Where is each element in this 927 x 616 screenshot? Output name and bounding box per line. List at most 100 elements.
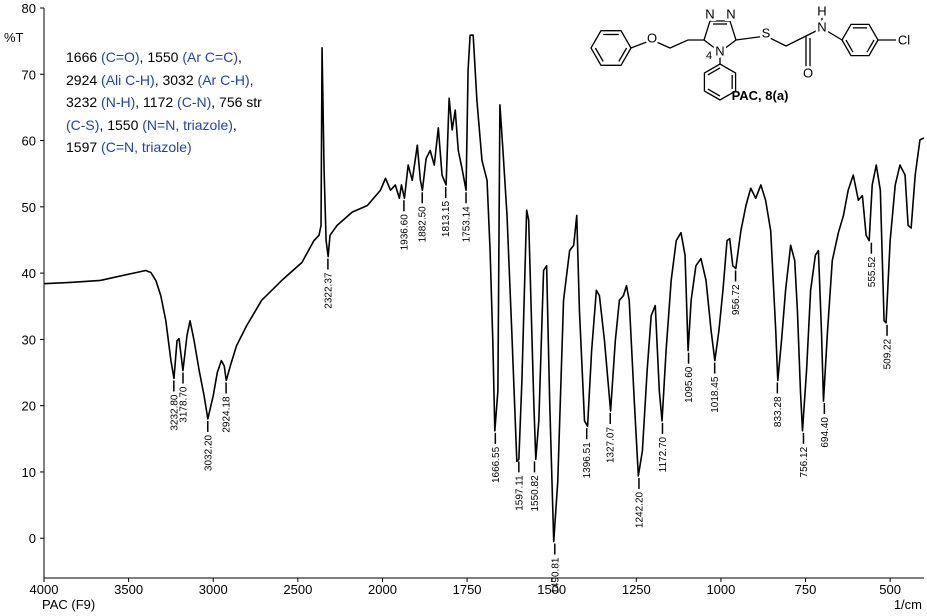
y-tick-label: 20 xyxy=(22,399,36,414)
annotation-line: 1597 (C=N, triazole) xyxy=(66,136,262,159)
peak-label: 1095.60 xyxy=(684,366,695,403)
benzene-ring xyxy=(703,63,737,101)
y-tick-label: 10 xyxy=(22,465,36,480)
x-tick-label: 4000 xyxy=(30,582,59,597)
x-tick-label: 2000 xyxy=(368,582,397,597)
annotation-segment: (Ar C-H) xyxy=(197,71,250,88)
benzene-ring xyxy=(841,23,879,57)
y-tick-label: 40 xyxy=(22,266,36,281)
y-axis-label: %T xyxy=(4,30,24,45)
annotation-segment: (Ali C-H) xyxy=(101,71,155,88)
double-bond xyxy=(707,67,721,76)
y-tick-label: 80 xyxy=(22,1,36,16)
y-tick-label: 70 xyxy=(22,67,36,82)
annotation-segment: , 1550 xyxy=(99,116,143,133)
annotation-segment: (C-N) xyxy=(177,94,212,110)
annotation-segment: (N-H) xyxy=(101,94,136,110)
annotation-line: 3232 (N-H), 1172 (C-N), 756 str xyxy=(66,91,262,114)
atom-label: N xyxy=(705,6,714,21)
peak-label: 694.40 xyxy=(820,417,831,448)
x-axis-label: 1/cm xyxy=(894,597,922,612)
annotation-segment: , 3032 xyxy=(154,71,198,88)
x-tick-label: 1250 xyxy=(622,582,651,597)
x-tick-label: 3000 xyxy=(199,582,228,597)
x-tick-label: 500 xyxy=(879,582,901,597)
peak-label: 1666.55 xyxy=(491,446,502,483)
annotation-segment: (C=O) xyxy=(101,49,140,65)
sample-label: PAC (F9) xyxy=(42,597,95,612)
bond xyxy=(735,27,843,47)
y-tick-label: 30 xyxy=(22,332,36,347)
double-bond xyxy=(707,88,721,97)
annotation-segment: , 1172 xyxy=(135,94,178,110)
double-bond xyxy=(618,47,628,62)
peak-label: 1753.14 xyxy=(462,206,473,243)
annotation-segment: 1597 xyxy=(66,139,102,155)
annotation-line: (C-S), 1550 (N=N, triazole), xyxy=(66,114,262,137)
x-tick-label: 2500 xyxy=(283,582,312,597)
peak-label: 1490.81 xyxy=(550,557,561,594)
annotation-segment: (C=N, triazole) xyxy=(101,139,192,155)
annotation-segment: , 1550 xyxy=(139,49,183,65)
annotation-line: 2924 (Ali C-H), 3032 (Ar C-H), xyxy=(66,69,262,92)
benzene-ring xyxy=(590,30,632,66)
peak-label: 555.52 xyxy=(867,256,878,287)
annotation-segment: (Ar C=C) xyxy=(182,49,238,65)
peak-label: 2924.18 xyxy=(222,396,233,433)
y-tick-label: 60 xyxy=(22,134,36,149)
structure: N N N 4 S O O N H Cl PAC, 8(a) xyxy=(590,1,913,103)
y-tick-label: 0 xyxy=(29,531,36,546)
structure-label: PAC, 8(a) xyxy=(732,88,789,103)
atom-label: O xyxy=(647,30,657,45)
peak-label: 3032.20 xyxy=(203,435,214,472)
x-tick-label: 1000 xyxy=(706,582,735,597)
peak-label: 1597.11 xyxy=(514,475,525,511)
annotation-segment: , 756 str xyxy=(211,94,262,110)
annotation-segment: (N=N, triazole) xyxy=(142,116,233,133)
x-tick-label: 3500 xyxy=(114,582,143,597)
annotation-segment: , xyxy=(238,49,242,65)
annotation-segment: (C-S) xyxy=(66,116,100,133)
peak-label: 1936.60 xyxy=(399,214,410,251)
peak-label: 956.72 xyxy=(731,284,742,315)
annotation-segment: 2924 xyxy=(66,71,102,88)
atom-label: Cl xyxy=(898,32,910,47)
atom-label: 4 xyxy=(706,50,712,62)
x-tick-label: 1500 xyxy=(537,582,566,597)
atom-label: H xyxy=(817,3,826,18)
annotation: 1666 (C=O), 1550 (Ar C=C), 2924 (Ali C-H)… xyxy=(66,46,262,159)
peak-label: 1813.15 xyxy=(441,201,452,238)
atom-label: N xyxy=(715,43,724,58)
annotation-segment: 1666 xyxy=(66,49,102,65)
double-bond xyxy=(866,39,875,53)
peak-label: 833.28 xyxy=(773,396,784,427)
atom-label: O xyxy=(803,65,813,80)
peak-label: 1396.51 xyxy=(582,442,593,479)
x-tick-label: 1750 xyxy=(453,582,482,597)
peak-label: 1327.07 xyxy=(606,427,617,464)
annotation-segment: 3232 xyxy=(66,94,102,110)
double-bond xyxy=(594,47,604,62)
peak-label: 756.12 xyxy=(799,446,810,477)
peak-label: 3178.70 xyxy=(178,386,189,423)
annotation-segment: , xyxy=(232,116,237,133)
peak-label: 3232.80 xyxy=(169,394,180,431)
peak-label: 1242.20 xyxy=(634,492,645,529)
atom-label: N xyxy=(726,6,735,21)
atom-label: N xyxy=(817,19,826,34)
annotation-line: 1666 (C=O), 1550 (Ar C=C), xyxy=(66,46,262,69)
double-bond xyxy=(845,39,854,53)
annotation-segment: , xyxy=(249,71,254,88)
spectrum-line xyxy=(43,34,925,543)
x-tick-label: 750 xyxy=(795,582,817,597)
y-tick-label: 50 xyxy=(22,200,36,215)
atom-label: S xyxy=(762,25,771,40)
peak-label: 1172.70 xyxy=(658,436,669,472)
bond xyxy=(630,39,704,49)
peak-label: 509.22 xyxy=(883,338,894,369)
peak-label: 1018.45 xyxy=(710,376,721,413)
peak-label: 1882.50 xyxy=(418,206,429,243)
peak-label: 1550.82 xyxy=(530,475,541,512)
